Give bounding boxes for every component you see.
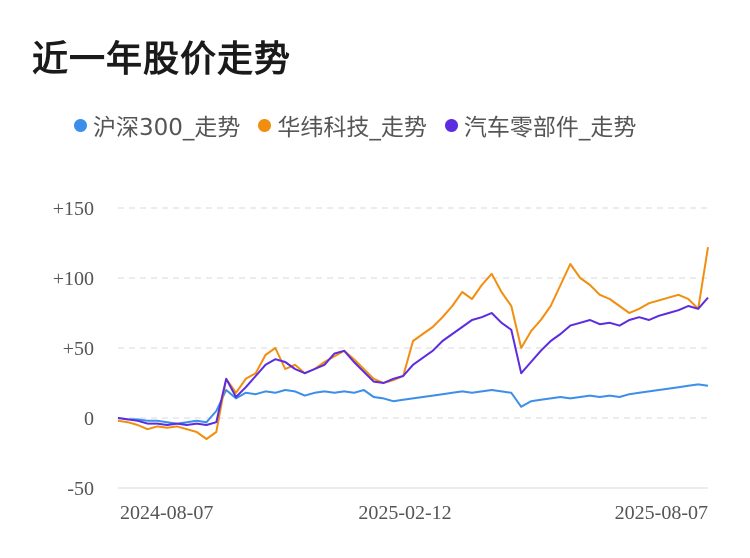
x-tick-label: 2025-02-12 (358, 502, 451, 524)
y-tick-label: +150 (53, 198, 94, 220)
y-axis-ticks: +150 +100 +50 0 -50 (53, 198, 94, 500)
series-lines (117, 247, 709, 440)
x-tick-label: 2024-08-07 (120, 502, 213, 524)
legend-item-auto-parts[interactable]: 汽车零部件_走势 (444, 108, 637, 142)
y-tick-label: -50 (67, 478, 94, 500)
legend-item-huawei[interactable]: 华纬科技_走势 (258, 108, 427, 142)
series-line-2 (117, 296, 709, 426)
x-tick-label: 2025-08-07 (615, 502, 708, 524)
legend-marker-hs300 (74, 118, 87, 132)
legend-label-auto-parts: 汽车零部件_走势 (463, 115, 637, 141)
series-line-0 (117, 383, 709, 425)
x-axis-ticks: 2024-08-07 2025-02-12 2025-08-07 (120, 502, 708, 524)
legend-item-hs300[interactable]: 沪深300_走势 (74, 108, 240, 142)
y-tick-label: +50 (63, 338, 94, 360)
legend-marker-huawei (258, 118, 272, 132)
series-line-1 (117, 247, 709, 440)
legend-label-hs300: 沪深300_走势 (93, 115, 241, 141)
legend-label-huawei: 华纬科技_走势 (277, 115, 427, 141)
chart-title: 近一年股价走势 (32, 39, 292, 80)
y-tick-label: +100 (53, 268, 94, 290)
chart-legend: 沪深300_走势 华纬科技_走势 汽车零部件_走势 (74, 108, 636, 142)
gridlines (118, 207, 708, 489)
legend-marker-auto-parts (444, 118, 458, 132)
y-tick-label: 0 (84, 408, 94, 430)
